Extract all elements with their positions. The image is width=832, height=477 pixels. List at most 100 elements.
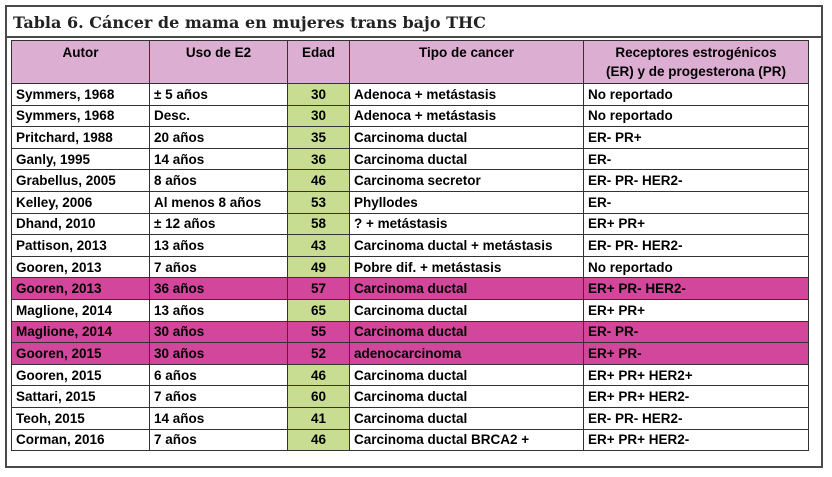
- cell-tipo: Pobre dif. + metástasis: [349, 255, 584, 279]
- cell-autor: Symmers, 1968: [11, 83, 150, 106]
- cell-autor: Symmers, 1968: [11, 104, 150, 128]
- header-receptores-line2: (ER) y de progesterona (PR): [605, 64, 787, 79]
- cell-autor: Pritchard, 1988: [11, 126, 150, 149]
- cell-edad: 43: [287, 234, 350, 257]
- cell-edad: 30: [287, 83, 350, 106]
- cell-receptores: ER+ PR-: [583, 342, 809, 365]
- cell-tipo: Carcinoma secretor: [349, 169, 584, 192]
- cell-tipo: adenocarcinoma: [349, 342, 584, 365]
- title-divider: [7, 36, 821, 38]
- cell-receptores: ER-: [583, 190, 809, 214]
- cell-autor: Gooren, 2013: [11, 277, 150, 300]
- cell-uso-e2: 6 años: [149, 363, 288, 387]
- cell-tipo: Carcinoma ductal: [349, 406, 584, 430]
- table-row: Corman, 2016 7 años 46 Carcinoma ductal BRC…: [11, 428, 809, 452]
- cell-uso-e2: 30 años: [149, 320, 288, 344]
- header-uso-e2: Uso de E2: [149, 40, 288, 84]
- header-receptores: Receptores estrogénicos (ER) y de proges…: [583, 40, 809, 84]
- cell-tipo: Carcinoma ductal: [349, 298, 584, 322]
- cell-edad: 53: [287, 190, 350, 214]
- cell-autor: Gooren, 2015: [11, 363, 150, 387]
- cell-tipo: Carcinoma ductal: [349, 320, 584, 344]
- cell-receptores: ER+ PR+ HER2+: [583, 363, 809, 387]
- cell-autor: Maglione, 2014: [11, 298, 150, 322]
- cell-autor: Pattison, 2013: [11, 234, 150, 257]
- cell-tipo: Carcinoma ductal: [349, 385, 584, 408]
- cell-edad: 35: [287, 126, 350, 149]
- table-row: Gooren, 2015 30 años 52 adenocarcinoma ER+ P…: [11, 342, 809, 365]
- cell-autor: Kelley, 2006: [11, 190, 150, 214]
- header-receptores-line1: Receptores estrogénicos: [615, 45, 777, 60]
- cell-autor: Sattari, 2015: [11, 385, 150, 408]
- table-row: Dhand, 2010 ± 12 años 58? + metástasis ER+ …: [11, 212, 809, 236]
- cell-edad: 36: [287, 147, 350, 171]
- cell-receptores: ER+ PR+: [583, 298, 809, 322]
- table-row: Teoh, 2015 14 años 41 Carcinoma ductal ER- P…: [11, 406, 809, 430]
- cell-tipo: Carcinoma ductal + metástasis: [349, 234, 584, 257]
- header-row: Autor Uso de E2 Edad Tipo de cancer Rece…: [11, 40, 809, 84]
- cell-uso-e2: ± 5 años: [149, 83, 288, 106]
- header-tipo: Tipo de cancer: [349, 40, 584, 84]
- table-row: Gooren, 2013 36 años 57 Carcinoma ductal ER+…: [11, 277, 809, 300]
- cell-receptores: ER- PR- HER2-: [583, 169, 809, 192]
- cell-edad: 58: [287, 212, 350, 236]
- cell-tipo: Carcinoma ductal: [349, 147, 584, 171]
- cell-edad: 46: [287, 169, 350, 192]
- cell-uso-e2: 30 años: [149, 342, 288, 365]
- table-row: Sattari, 2015 7 años 60 Carcinoma ductal ER+…: [11, 385, 809, 408]
- cell-uso-e2: ± 12 años: [149, 212, 288, 236]
- cell-edad: 46: [287, 363, 350, 387]
- cell-tipo: Adenoca + metástasis: [349, 104, 584, 128]
- cell-edad: 55: [287, 320, 350, 344]
- cell-edad: 65: [287, 298, 350, 322]
- cell-uso-e2: 20 años: [149, 126, 288, 149]
- cell-autor: Ganly, 1995: [11, 147, 150, 171]
- cell-receptores: ER+ PR+ HER2-: [583, 428, 809, 452]
- table-row: Ganly, 1995 14 años 36 Carcinoma ductal ER-: [11, 147, 809, 171]
- cell-autor: Maglione, 2014: [11, 320, 150, 344]
- table-row: Grabellus, 2005 8 años 46 Carcinoma secreto…: [11, 169, 809, 192]
- cell-autor: Dhand, 2010: [11, 212, 150, 236]
- cell-tipo: ? + metástasis: [349, 212, 584, 236]
- cell-autor: Grabellus, 2005: [11, 169, 150, 192]
- cell-receptores: ER-: [583, 147, 809, 171]
- cell-tipo: Phyllodes: [349, 190, 584, 214]
- cell-uso-e2: 13 años: [149, 234, 288, 257]
- cell-edad: 46: [287, 428, 350, 452]
- cell-uso-e2: 8 años: [149, 169, 288, 192]
- cell-tipo: Carcinoma ductal BRCA2 +: [349, 428, 584, 452]
- cell-edad: 49: [287, 255, 350, 279]
- cell-receptores: ER- PR+: [583, 126, 809, 149]
- header-edad: Edad: [287, 40, 350, 84]
- cell-receptores: ER- PR-: [583, 320, 809, 344]
- cell-uso-e2: 36 años: [149, 277, 288, 300]
- cell-receptores: ER+ PR+ HER2-: [583, 385, 809, 408]
- cell-tipo: Carcinoma ductal: [349, 277, 584, 300]
- table-row: Gooren, 2013 7 años 49 Pobre dif. + metásta…: [11, 255, 809, 279]
- cell-autor: Corman, 2016: [11, 428, 150, 452]
- table-row: Symmers, 1968 ± 5 años 30 Adenoca + metásta…: [11, 83, 809, 106]
- table-row: Maglione, 2014 30 años 55 Carcinoma ductal E…: [11, 320, 809, 344]
- cell-edad: 30: [287, 104, 350, 128]
- cell-edad: 52: [287, 342, 350, 365]
- cell-autor: Teoh, 2015: [11, 406, 150, 430]
- cell-autor: Gooren, 2015: [11, 342, 150, 365]
- cell-tipo: Carcinoma ductal: [349, 126, 584, 149]
- cell-receptores: No reportado: [583, 255, 809, 279]
- cell-autor: Gooren, 2013: [11, 255, 150, 279]
- cell-uso-e2: 7 años: [149, 428, 288, 452]
- cancer-table: Autor Uso de E2 Edad Tipo de cancer Rece…: [11, 40, 809, 452]
- header-autor: Autor: [11, 40, 150, 84]
- cell-receptores: No reportado: [583, 104, 809, 128]
- table-row: Pritchard, 1988 20 años 35 Carcinoma ductal…: [11, 126, 809, 149]
- table-row: Kelley, 2006 Al menos 8 años 53 Phyllodes ER…: [11, 190, 809, 214]
- table-row: Symmers, 1968 Desc. 30 Adenoca + metástasis…: [11, 104, 809, 128]
- cell-uso-e2: 7 años: [149, 255, 288, 279]
- cell-edad: 41: [287, 406, 350, 430]
- cell-receptores: ER+ PR- HER2-: [583, 277, 809, 300]
- cell-uso-e2: Al menos 8 años: [149, 190, 288, 214]
- cell-uso-e2: 7 años: [149, 385, 288, 408]
- table-title: Tabla 6. Cáncer de mama en mujeres trans…: [13, 13, 486, 32]
- cell-receptores: No reportado: [583, 83, 809, 106]
- table-row: Pattison, 2013 13 años 43 Carcinoma ductal …: [11, 234, 809, 257]
